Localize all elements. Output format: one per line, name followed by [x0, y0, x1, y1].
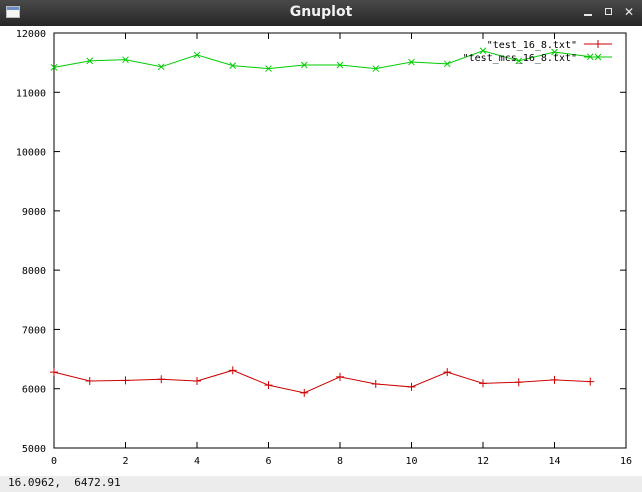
y-tick-label: 8000: [22, 266, 46, 277]
legend: "test_16_8.txt" "test_mcs_16_8.txt": [463, 40, 612, 64]
data-point: [594, 40, 602, 48]
data-point: [50, 64, 58, 71]
x-tick-label: 14: [548, 456, 560, 467]
data-point: [515, 57, 523, 65]
data-point: [550, 375, 559, 384]
y-tick-label: 10000: [16, 148, 46, 159]
legend-label: "test_16_8.txt": [487, 40, 577, 51]
line-chart[interactable]: 0 2 4 6 8 10 12 14 16 5000 6000 7000 8000 9000 10000 11…: [0, 26, 642, 478]
data-point: [551, 48, 558, 56]
minimize-icon[interactable]: [580, 4, 596, 20]
data-point: [443, 368, 452, 377]
y-tick-label: 7000: [22, 325, 46, 336]
data-point: [300, 61, 308, 69]
data-point: [514, 378, 523, 387]
axes: 0 2 4 6 8 10 12 14 16 5000 6000 7000 8000 9000 10000 11…: [16, 29, 632, 467]
x-tick-label: 8: [337, 456, 343, 467]
y-tick-label: 5000: [22, 444, 46, 455]
y-tick-label: 11000: [16, 88, 46, 99]
series-line-1: [53, 369, 591, 394]
data-point: [586, 377, 595, 386]
data-point: [229, 62, 237, 69]
window-title: Gnuplot: [289, 4, 353, 20]
data-point: [479, 379, 487, 388]
x-tick-label: 0: [51, 456, 57, 467]
data-point: [336, 372, 344, 381]
data-point: [443, 60, 451, 68]
close-icon[interactable]: ✕: [623, 5, 635, 19]
data-point: [121, 376, 130, 385]
x-tick-label: 6: [265, 456, 271, 467]
data-point: [407, 382, 416, 391]
data-point: [50, 368, 58, 377]
data-point: [193, 377, 201, 386]
x-tick-label: 10: [405, 456, 417, 467]
data-point: [336, 61, 344, 69]
x-tick-label: 4: [194, 456, 200, 467]
data-point: [371, 379, 380, 388]
series-layer: [50, 47, 595, 397]
data-point: [300, 388, 309, 397]
title-bar[interactable]: Gnuplot ✕: [0, 0, 642, 27]
y-tick-label: 12000: [16, 29, 46, 40]
series-line-2: [53, 50, 591, 70]
data-point: [85, 377, 94, 386]
window-icon[interactable]: [6, 6, 20, 18]
data-point: [408, 58, 415, 66]
x-tick-label: 16: [620, 456, 632, 467]
data-point: [157, 63, 165, 71]
y-tick-label: 9000: [22, 207, 46, 218]
x-tick-label: 12: [477, 456, 489, 467]
data-point: [265, 65, 272, 72]
plot-border: [53, 32, 627, 449]
data-point: [372, 65, 380, 72]
status-bar: 16.0962, 6472.91: [0, 476, 642, 492]
data-point: [122, 56, 129, 64]
data-point: [228, 366, 237, 375]
data-point: [193, 51, 201, 59]
maximize-icon[interactable]: [600, 4, 616, 20]
y-tick-label: 6000: [22, 385, 46, 396]
data-point: [264, 381, 273, 390]
data-point: [479, 47, 487, 55]
x-tick-label: 2: [122, 456, 128, 467]
coordinate-readout: 16.0962, 6472.91: [8, 476, 121, 489]
data-point: [594, 53, 602, 61]
plot-canvas[interactable]: 0 2 4 6 8 10 12 14 16 5000 6000 7000 8000 9000 10000 11…: [0, 26, 642, 478]
data-point: [86, 57, 94, 65]
legend-label: "test_mcs_16_8.txt": [463, 53, 577, 64]
data-point: [157, 375, 166, 384]
